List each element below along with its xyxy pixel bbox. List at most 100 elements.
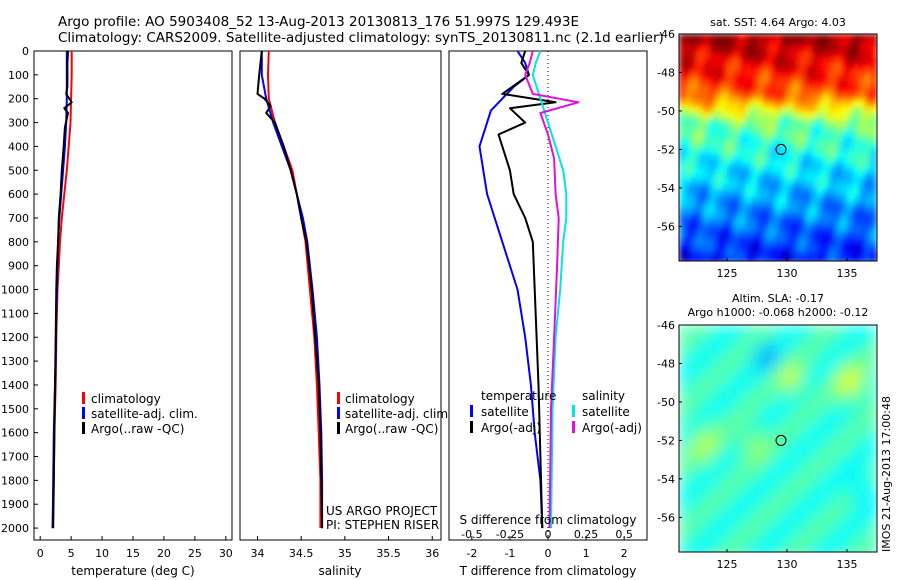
heatmap-cell bbox=[793, 220, 800, 227]
heatmap-cell bbox=[715, 208, 722, 215]
heatmap-cell bbox=[853, 190, 860, 197]
heatmap-cell bbox=[715, 40, 722, 47]
heatmap-cell bbox=[697, 514, 707, 524]
heatmap-cell bbox=[871, 40, 877, 47]
heatmap-cell bbox=[751, 232, 758, 239]
heatmap-cell bbox=[775, 226, 782, 233]
heatmap-cell bbox=[697, 550, 707, 552]
heatmap-cell bbox=[697, 148, 704, 155]
heatmap-cell bbox=[763, 256, 770, 261]
heatmap-cell bbox=[751, 52, 758, 59]
heatmap-cell bbox=[793, 106, 800, 113]
heatmap-cell bbox=[715, 142, 722, 149]
heatmap-cell bbox=[679, 112, 686, 119]
heatmap-cell bbox=[832, 451, 842, 461]
heatmap-cell bbox=[868, 433, 877, 443]
heatmap-cell bbox=[751, 541, 761, 551]
heatmap-cell bbox=[841, 214, 848, 221]
heatmap-cell bbox=[850, 424, 860, 434]
heatmap-cell bbox=[724, 397, 734, 407]
heatmap-cell bbox=[679, 214, 686, 221]
heatmap-cell bbox=[685, 76, 692, 83]
heatmap-cell bbox=[697, 352, 707, 362]
heatmap-cell bbox=[724, 334, 734, 344]
heatmap-cell bbox=[742, 424, 752, 434]
legend-swatch-climatology bbox=[337, 392, 340, 404]
heatmap-cell bbox=[679, 343, 689, 353]
heatmap-cell bbox=[733, 541, 743, 551]
heatmap-cell bbox=[835, 58, 842, 65]
heatmap-cell bbox=[781, 46, 788, 53]
heatmap-cell bbox=[817, 148, 824, 155]
heatmap-cell bbox=[787, 478, 797, 488]
heatmap-cell bbox=[769, 550, 779, 552]
heatmap-cell bbox=[823, 505, 833, 515]
heatmap-cell bbox=[751, 433, 761, 443]
heatmap-cell bbox=[724, 424, 734, 434]
map-x-tick-label: 130 bbox=[777, 267, 798, 280]
heatmap-cell bbox=[841, 88, 848, 95]
heatmap-cell bbox=[865, 196, 872, 203]
heatmap-cell bbox=[685, 148, 692, 155]
heatmap-cell bbox=[721, 130, 728, 137]
sst-map-frame bbox=[678, 33, 878, 262]
heatmap-cell bbox=[793, 82, 800, 89]
heatmap-cell bbox=[715, 226, 722, 233]
heatmap-cell bbox=[679, 52, 686, 59]
heatmap-cell bbox=[853, 112, 860, 119]
heatmap-cell bbox=[781, 70, 788, 77]
heatmap-cell bbox=[751, 130, 758, 137]
heatmap-cell bbox=[859, 352, 869, 362]
heatmap-cell bbox=[835, 130, 842, 137]
x-tick-label: -0.5 bbox=[461, 528, 482, 541]
heatmap-cell bbox=[751, 250, 758, 257]
y-tick-label: 1800 bbox=[1, 474, 29, 487]
heatmap-cell bbox=[796, 496, 806, 506]
x-tick-label: 1 bbox=[583, 547, 590, 560]
heatmap-cell bbox=[781, 226, 788, 233]
heatmap-cell bbox=[685, 94, 692, 101]
heatmap-cell bbox=[706, 514, 716, 524]
heatmap-cell bbox=[739, 106, 746, 113]
heatmap-cell bbox=[697, 451, 707, 461]
heatmap-cell bbox=[715, 496, 725, 506]
legend-swatch-satellite-adj-clim bbox=[337, 407, 340, 419]
heatmap-cell bbox=[829, 70, 836, 77]
heatmap-cell bbox=[733, 514, 743, 524]
heatmap-cell bbox=[751, 388, 761, 398]
heatmap-cell bbox=[697, 379, 707, 389]
heatmap-cell bbox=[769, 523, 779, 533]
heatmap-cell bbox=[727, 172, 734, 179]
heatmap-cell bbox=[742, 460, 752, 470]
heatmap-cell bbox=[865, 94, 872, 101]
heatmap-cell bbox=[829, 34, 836, 41]
heatmap-cell bbox=[691, 58, 698, 65]
heatmap-cell bbox=[871, 70, 877, 77]
heatmap-cell bbox=[697, 244, 704, 251]
heatmap-cell bbox=[709, 250, 716, 257]
heatmap-cell bbox=[697, 52, 704, 59]
heatmap-cell bbox=[697, 238, 704, 245]
heatmap-cell bbox=[814, 415, 824, 425]
heatmap-cell bbox=[811, 196, 818, 203]
heatmap-cell bbox=[799, 124, 806, 131]
heatmap-cell bbox=[859, 124, 866, 131]
heatmap-cell bbox=[778, 442, 788, 452]
heatmap-cell bbox=[799, 46, 806, 53]
heatmap-cell bbox=[871, 244, 877, 251]
heatmap-cell bbox=[727, 202, 734, 209]
heatmap-cell bbox=[691, 202, 698, 209]
heatmap-cell bbox=[706, 325, 716, 335]
heatmap-cell bbox=[721, 238, 728, 245]
heatmap-cell bbox=[781, 220, 788, 227]
heatmap-cell bbox=[781, 52, 788, 59]
heatmap-cell bbox=[733, 244, 740, 251]
legend-label-temperature-satellite: satellite bbox=[481, 405, 529, 419]
heatmap-cell bbox=[715, 361, 725, 371]
heatmap-cell bbox=[841, 118, 848, 125]
heatmap-cell bbox=[703, 64, 710, 71]
heatmap-cell bbox=[823, 433, 833, 443]
heatmap-cell bbox=[823, 76, 830, 83]
heatmap-cell bbox=[703, 250, 710, 257]
heatmap-cell bbox=[793, 76, 800, 83]
